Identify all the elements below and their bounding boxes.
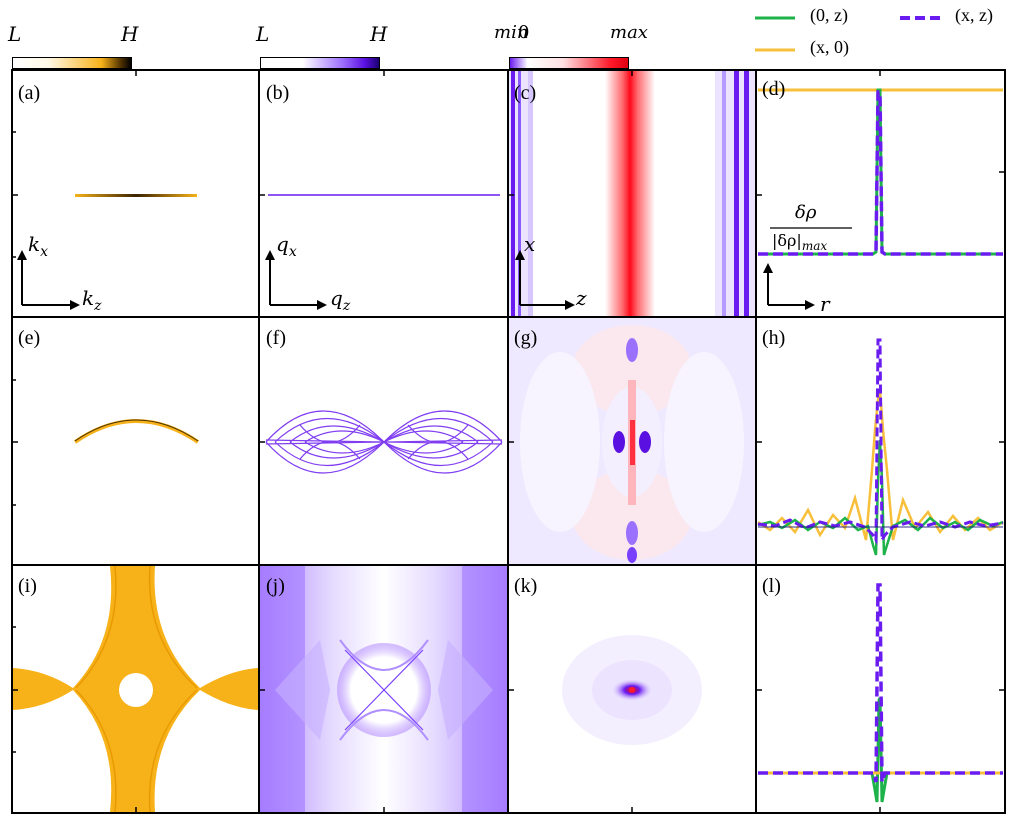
panel-h: [755, 316, 1006, 566]
axis-c-horizontal: z: [576, 286, 587, 310]
colorbar-orange: [12, 57, 132, 69]
legend-label-0z: (0, z): [810, 5, 848, 25]
axis-d-ratio-denominator: |δρ|max: [772, 231, 828, 254]
panel-label-i: (i): [18, 575, 37, 597]
panel-label-d: (d): [762, 78, 786, 100]
axis-b-horizontal: qz: [330, 286, 351, 314]
panel-label-j: (j): [266, 575, 285, 597]
panel-label-h: (h): [762, 327, 786, 349]
panel-l: [755, 564, 1006, 814]
panel-a: [11, 69, 260, 318]
colorbar-1-low-label: L: [8, 22, 22, 46]
colorbar-2-low-label: L: [256, 22, 270, 46]
panel-d: [755, 69, 1006, 318]
axis-b-vertical: qx: [276, 232, 297, 260]
panel-g: [507, 316, 757, 566]
panel-label-f: (f): [266, 327, 286, 349]
panel-label-e: (e): [18, 327, 41, 349]
colorbar-1-high-label: H: [121, 22, 139, 46]
panel-f: [258, 316, 509, 566]
colorbar-2-high-label: H: [370, 22, 388, 46]
legend: [755, 16, 940, 52]
panel-i: [11, 564, 260, 814]
panel-e: [11, 316, 260, 566]
axis-a-vertical: kx: [28, 232, 49, 260]
panel-label-g: (g): [514, 327, 538, 349]
axis-d-horizontal: r: [820, 292, 830, 316]
colorbar-3-zero-label: 0: [518, 22, 530, 43]
panel-b: [258, 69, 509, 318]
legend-label-x0: (x, 0): [810, 37, 849, 57]
axis-d-ratio-numerator: δρ: [795, 202, 817, 223]
colorbar-3-min-label: min: [494, 22, 529, 43]
panel-c: [507, 69, 757, 318]
panel-label-c: (c): [514, 82, 537, 104]
panel-label-k: (k): [514, 575, 538, 597]
fermi-line-a: [75, 194, 197, 197]
axis-c-vertical: x: [524, 232, 536, 256]
panel-j: [258, 564, 509, 814]
panel-label-a: (a): [18, 82, 41, 104]
colorbar-purple: [260, 57, 380, 69]
panel-k: [507, 564, 757, 814]
panel-label-l: (l): [762, 575, 781, 597]
colorbar-diverging: [509, 57, 629, 69]
axis-a-horizontal: kz: [82, 286, 102, 314]
panel-label-b: (b): [266, 82, 290, 104]
colorbar-3-max-label: max: [610, 22, 648, 43]
legend-label-xz: (x, z): [955, 5, 993, 25]
